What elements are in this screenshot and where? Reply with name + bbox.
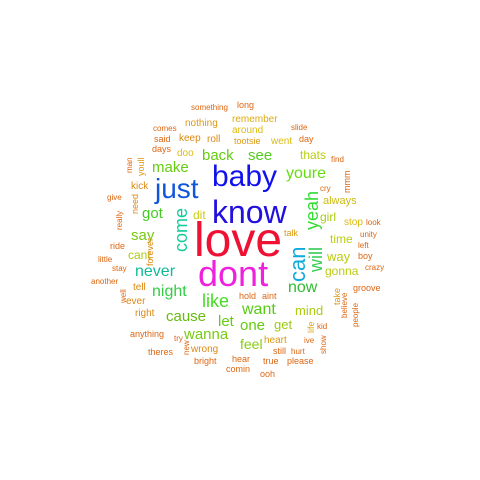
word-another: another bbox=[91, 277, 119, 286]
word-show: show bbox=[319, 335, 328, 354]
word-remember: remember bbox=[232, 114, 278, 125]
word-slide: slide bbox=[291, 123, 308, 132]
word-still: still bbox=[273, 346, 286, 356]
word-long: long bbox=[237, 100, 255, 110]
word-anything: anything bbox=[130, 329, 165, 339]
word-will: will bbox=[306, 247, 326, 272]
word-life: life bbox=[306, 321, 316, 333]
word-hear: hear bbox=[232, 354, 251, 364]
word-look: look bbox=[366, 218, 381, 227]
word-know: know bbox=[212, 194, 287, 230]
word-find: find bbox=[331, 155, 344, 164]
word-theres: theres bbox=[148, 347, 174, 357]
word-cant: cant bbox=[128, 248, 151, 262]
word-said: said bbox=[154, 134, 171, 144]
word-groove: groove bbox=[353, 283, 381, 293]
word-tell: tell bbox=[133, 282, 146, 293]
word-nothing: nothing bbox=[185, 118, 218, 129]
word-comes: comes bbox=[153, 124, 177, 133]
word-day: day bbox=[299, 134, 314, 144]
word-come: come bbox=[171, 207, 191, 252]
word-mmm: mmm bbox=[342, 170, 352, 194]
word-get: get bbox=[274, 317, 293, 332]
word-dont: dont bbox=[198, 253, 269, 294]
word-thats: thats bbox=[300, 148, 327, 162]
word-hold: hold bbox=[239, 291, 257, 301]
word-just: just bbox=[155, 173, 199, 204]
word-feel: feel bbox=[240, 336, 263, 352]
word-love: love bbox=[194, 214, 283, 267]
word-went: went bbox=[271, 136, 293, 147]
word-hurt: hurt bbox=[291, 347, 305, 356]
word-see: see bbox=[248, 147, 273, 164]
word-left: left bbox=[358, 241, 369, 250]
word-stop: stop bbox=[344, 217, 363, 228]
word-cause: cause bbox=[166, 308, 207, 325]
word-stay: stay bbox=[112, 264, 127, 273]
word-ever: ever bbox=[126, 296, 146, 307]
word-now: now bbox=[288, 279, 318, 296]
word-baby: baby bbox=[212, 160, 278, 193]
word-got: got bbox=[142, 205, 163, 222]
word-around: around bbox=[232, 125, 264, 136]
word-aint: aint bbox=[262, 291, 277, 301]
word-doo: doo bbox=[177, 148, 194, 159]
word-say: say bbox=[131, 227, 155, 244]
word-something: something bbox=[191, 103, 228, 112]
word-bright: bright bbox=[194, 356, 217, 366]
word-roll: roll bbox=[207, 134, 221, 145]
word-back: back bbox=[202, 147, 234, 164]
word-need: need bbox=[130, 193, 140, 214]
word-ive: ive bbox=[304, 336, 315, 345]
word-days: days bbox=[152, 144, 172, 154]
word-like: like bbox=[202, 291, 230, 311]
word-little: little bbox=[98, 255, 113, 264]
word-right: right bbox=[135, 308, 155, 319]
word-yeah: yeah bbox=[302, 190, 322, 230]
word-make: make bbox=[152, 159, 189, 176]
word-cry: cry bbox=[320, 184, 331, 193]
word-let: let bbox=[218, 313, 234, 330]
word-gonna: gonna bbox=[325, 264, 359, 278]
word-forever: forever bbox=[145, 237, 155, 266]
word-never: never bbox=[135, 263, 176, 280]
word-new: new bbox=[182, 340, 191, 355]
word-want: want bbox=[242, 301, 276, 318]
word-time: time bbox=[330, 232, 353, 246]
word-ooh: ooh bbox=[260, 369, 276, 379]
word-really: really bbox=[115, 210, 124, 230]
word-kick: kick bbox=[131, 181, 149, 192]
word-boy: boy bbox=[358, 251, 373, 261]
word-one: one bbox=[240, 317, 266, 334]
word-true: true bbox=[263, 356, 279, 366]
word-comin: comin bbox=[226, 364, 251, 374]
word-man: man bbox=[125, 157, 134, 173]
word-wrong: wrong bbox=[191, 344, 219, 355]
word-tootsie: tootsie bbox=[234, 136, 261, 146]
word-youll: youll bbox=[136, 157, 146, 176]
word-wanna: wanna bbox=[184, 326, 229, 343]
word-believe: believe bbox=[340, 292, 349, 318]
word-youre: youre bbox=[286, 165, 327, 182]
word-mind: mind bbox=[295, 303, 324, 318]
word-dit: dit bbox=[193, 208, 206, 222]
word-heart: heart bbox=[264, 335, 287, 346]
word-unity: unity bbox=[360, 230, 377, 239]
word-way: way bbox=[327, 249, 351, 264]
word-people: people bbox=[351, 302, 360, 327]
word-ride: ride bbox=[110, 241, 126, 251]
word-give: give bbox=[107, 193, 122, 202]
word-well: well bbox=[119, 289, 128, 303]
word-talk: talk bbox=[284, 228, 299, 238]
word-kid: kid bbox=[317, 322, 328, 331]
word-keep: keep bbox=[179, 133, 201, 144]
word-always: always bbox=[323, 195, 357, 207]
word-girl: girl bbox=[320, 210, 337, 224]
word-crazy: crazy bbox=[365, 263, 385, 272]
word-please: please bbox=[287, 356, 314, 366]
word-night: night bbox=[152, 283, 187, 300]
word-try: try bbox=[174, 334, 183, 343]
